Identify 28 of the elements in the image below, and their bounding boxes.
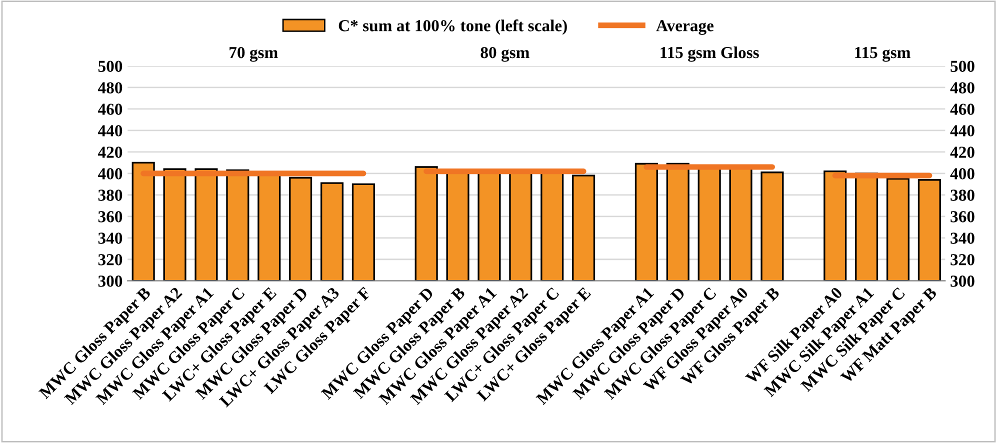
- y-tick-label: 360: [98, 211, 122, 222]
- y-tick-label: 440: [98, 125, 122, 136]
- y-tick-label: 500: [98, 60, 122, 72]
- y2-tick-label: 340: [950, 232, 974, 244]
- y-tick-label: 420: [98, 146, 122, 158]
- text: 115 gsm Gloss: [660, 46, 759, 62]
- y2-tick-label: 300: [950, 276, 974, 287]
- y-tick-label: 320: [98, 254, 122, 266]
- y2-tick-label: 460: [950, 104, 974, 115]
- y-tick-label: 340: [98, 232, 122, 244]
- legend-label: C* sum at 100% tone (left scale): [338, 19, 567, 35]
- y2-tick-label: 440: [950, 125, 974, 136]
- legend-label: Average: [656, 20, 714, 35]
- y-tick-label: 480: [98, 82, 122, 94]
- y2-tick-label: 320: [950, 254, 974, 266]
- text: 70 gsm: [230, 46, 278, 62]
- y2-tick-label: 360: [950, 211, 974, 222]
- y2-tick-label: 400: [950, 168, 974, 180]
- y2-tick-label: 380: [950, 190, 974, 201]
- y2-tick-label: 480: [950, 82, 974, 94]
- y-tick-label: 380: [98, 190, 122, 201]
- text: 115 gsm: [855, 47, 910, 62]
- y-tick-label: 460: [98, 104, 122, 115]
- y2-tick-label: 500: [950, 60, 974, 72]
- text: 80 gsm: [480, 46, 530, 62]
- y-tick-label: 400: [98, 168, 122, 180]
- y2-tick-label: 420: [950, 146, 974, 158]
- y-tick-label: 300: [98, 276, 122, 287]
